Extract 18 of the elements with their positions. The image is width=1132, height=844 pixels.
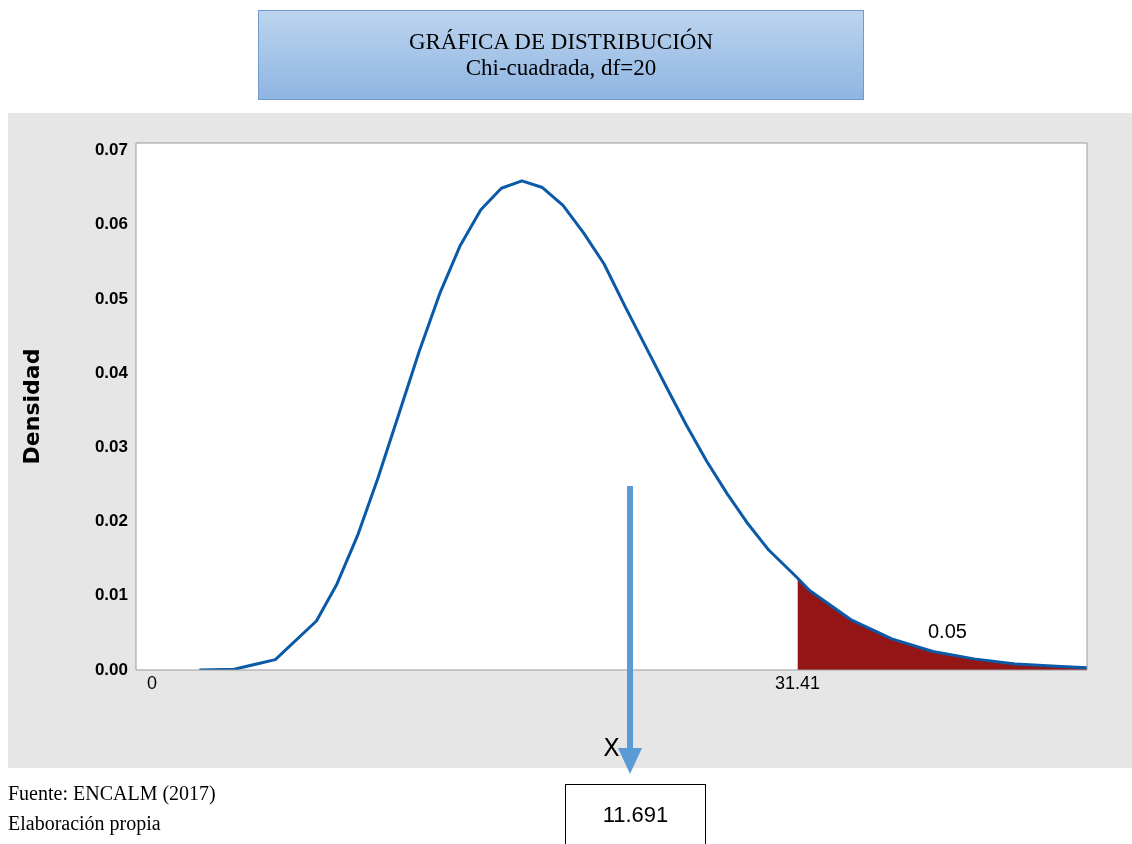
- y-tick-label: 0.06: [94, 214, 128, 234]
- text: 11.691: [565, 784, 706, 844]
- chart-title: GRÁFICA DE DISTRIBUCIÓN: [407, 29, 715, 55]
- y-tick-label: 0.01: [94, 585, 128, 605]
- annotation: 0.05: [928, 620, 967, 643]
- y-tick-label: 0.03: [94, 437, 128, 457]
- x-axis-title: X: [603, 733, 620, 762]
- y-tick-label: 0.05: [94, 288, 128, 308]
- y-axis-title: Densidad: [18, 348, 44, 465]
- x-tick-label: 0: [147, 672, 158, 693]
- y-tick-label: 0.07: [94, 140, 128, 160]
- y-tick-label: 0.02: [94, 511, 128, 531]
- y-tick-label: 0.00: [94, 659, 128, 679]
- chart-subtitle: Chi-cuadrada, df=20: [464, 55, 658, 81]
- x-tick-label: 31.41: [774, 672, 820, 693]
- text: Elaboración propia: [8, 811, 162, 837]
- y-tick-label: 0.04: [94, 362, 129, 382]
- source-note: Fuente: ENCALM (2017): [8, 781, 216, 807]
